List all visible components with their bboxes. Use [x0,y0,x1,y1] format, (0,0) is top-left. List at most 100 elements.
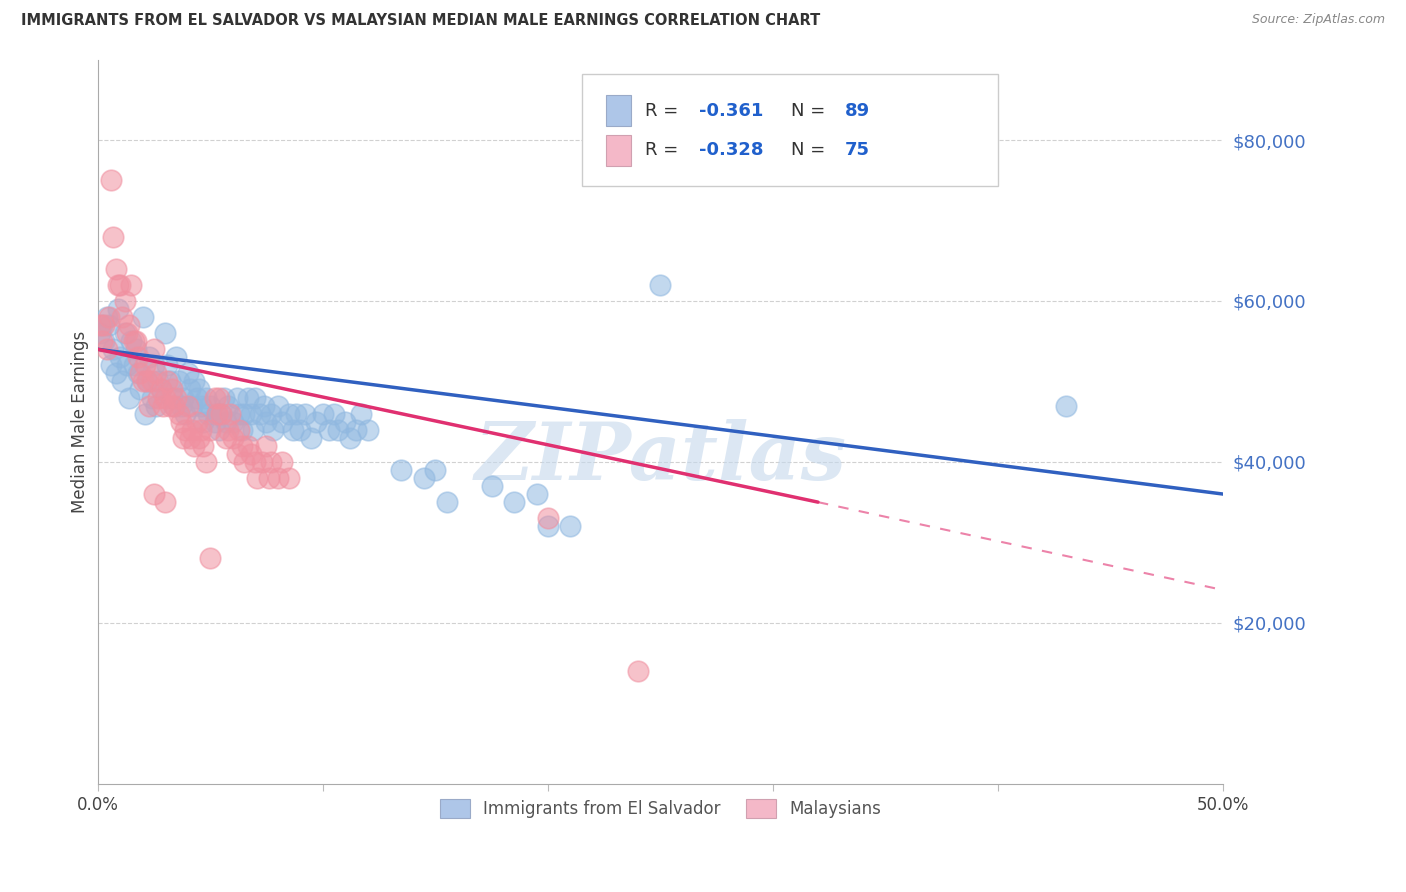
Point [142,359,165,373]
Point [186,391,208,405]
Point [357,423,380,437]
Point [179,431,201,445]
Point [217,399,239,413]
Point [226,447,249,461]
Point [650,277,672,292]
Point [187,431,209,445]
Point [127,351,149,365]
Point [89,326,111,340]
Point [97,310,120,324]
Point [138,351,160,365]
Point [187,383,209,397]
Point [239,447,262,461]
Point [115,326,138,340]
Text: -0.361: -0.361 [699,102,763,120]
Point [100,359,122,373]
Text: N =: N = [792,142,831,160]
Point [305,415,328,429]
Point [170,399,193,413]
Point [120,334,142,349]
Point [262,423,284,437]
Point [183,439,205,453]
Point [108,277,131,292]
Point [208,423,231,437]
Point [149,383,172,397]
Point [118,391,141,405]
Point [391,463,413,477]
Point [228,423,250,437]
Point [103,343,125,357]
Text: -0.328: -0.328 [699,142,763,160]
Point [181,399,204,413]
Point [250,455,273,469]
Point [232,455,254,469]
Point [208,391,231,405]
Point [107,301,129,316]
Point [153,495,176,509]
Point [193,439,215,453]
Point [413,471,436,485]
Point [253,399,276,413]
Point [436,495,458,509]
Point [205,407,228,421]
Point [159,399,181,413]
Point [181,423,204,437]
Point [131,375,153,389]
Point [122,359,145,373]
Point [96,343,118,357]
Point [288,423,311,437]
Point [239,407,262,421]
Point [198,423,221,437]
Point [145,399,167,413]
Point [100,173,122,187]
Point [246,471,269,485]
Point [215,415,238,429]
Point [205,407,228,421]
Point [93,318,115,332]
Point [122,334,145,349]
Point [107,277,129,292]
Point [198,399,221,413]
Point [149,383,172,397]
Point [148,375,170,389]
Point [156,375,179,389]
Point [160,391,183,405]
Point [134,359,156,373]
Point [271,415,294,429]
Point [142,487,165,501]
Point [136,375,159,389]
Point [179,383,201,397]
Point [125,334,148,349]
Point [238,439,260,453]
Point [243,455,266,469]
Point [131,310,153,324]
Point [266,471,288,485]
Point [103,229,125,244]
Point [221,431,243,445]
Point [183,375,205,389]
Point [91,334,114,349]
Point [526,487,548,501]
Point [156,359,179,373]
Point [537,519,560,533]
Point [114,326,136,340]
Point [176,399,198,413]
Point [120,277,142,292]
Point [148,391,170,405]
Point [104,367,127,381]
Point [350,407,373,421]
Point [243,391,266,405]
Point [127,367,149,381]
Point [193,415,215,429]
Point [209,407,232,421]
Point [231,439,253,453]
Point [323,407,346,421]
Point [190,399,212,413]
Text: R =: R = [644,102,683,120]
Point [217,423,239,437]
Point [219,407,242,421]
Point [294,407,316,421]
Point [93,334,115,349]
Point [141,391,163,405]
Point [89,318,111,332]
